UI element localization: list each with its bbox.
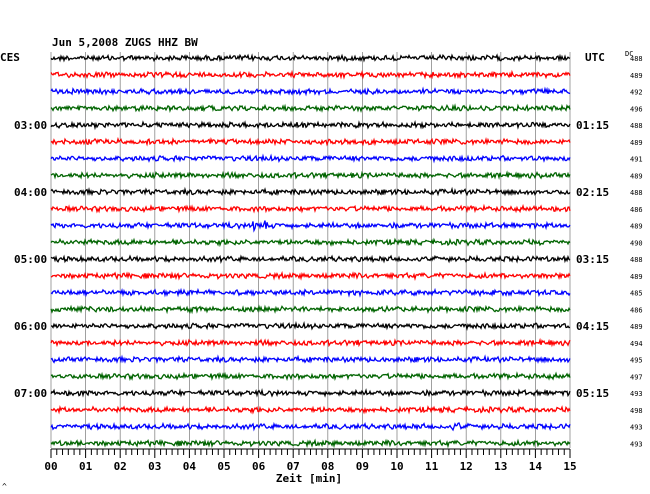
seismic-trace	[50, 136, 571, 147]
dc-value: 488	[630, 122, 643, 130]
seismic-trace	[50, 120, 571, 131]
left-hour-label: 07:00	[14, 387, 47, 400]
seismic-trace	[50, 53, 571, 63]
trace-group	[50, 53, 571, 449]
seismic-trace	[50, 237, 571, 248]
seismic-trace	[50, 203, 571, 214]
dc-value: 491	[630, 156, 643, 164]
x-tick-label: 07	[287, 460, 300, 473]
x-axis-label: Zeit [min]	[276, 472, 342, 485]
seismic-trace	[50, 103, 571, 114]
dc-value: 493	[630, 424, 643, 432]
right-hour-label: 05:15	[576, 387, 609, 400]
seismic-trace	[50, 388, 571, 398]
seismic-trace	[50, 421, 571, 432]
x-tick-label: 08	[321, 460, 334, 473]
dc-value: 488	[630, 55, 643, 63]
seismic-trace	[50, 304, 571, 315]
dc-value: 488	[630, 256, 643, 264]
x-tick-label: 00	[44, 460, 57, 473]
dc-value: 485	[630, 290, 643, 298]
seismic-trace	[50, 69, 571, 80]
left-hour-label: 04:00	[14, 186, 47, 199]
seismic-trace	[50, 153, 571, 164]
chart-title: Jun 5,2008 ZUGS HHZ BW	[52, 36, 198, 49]
footer-mark: ^	[2, 482, 7, 491]
left-hour-label: 05:00	[14, 253, 47, 266]
x-tick-label: 10	[390, 460, 403, 473]
dc-value: 498	[630, 407, 643, 415]
left-hour-label: 03:00	[14, 119, 47, 132]
seismic-trace	[50, 371, 571, 382]
left-hour-label: 06:00	[14, 320, 47, 333]
x-tick-label: 14	[529, 460, 543, 473]
x-tick-label: 03	[148, 460, 161, 473]
x-tick-label: 04	[183, 460, 197, 473]
dc-value: 490	[630, 239, 643, 247]
dc-value: 496	[630, 105, 643, 113]
seismic-trace	[50, 354, 571, 364]
seismic-trace	[50, 86, 571, 97]
grid-lines	[50, 52, 571, 448]
dc-value: 489	[630, 139, 643, 147]
x-tick-label: 01	[79, 460, 93, 473]
dc-header-label: DC	[625, 50, 633, 58]
dc-value-labels: 488 489 492 496 488 489 491 489 488 486 489 490 488 4…	[630, 55, 643, 448]
right-hour-label: 02:15	[576, 186, 609, 199]
seismic-trace	[50, 220, 571, 233]
dc-value: 489	[630, 72, 643, 80]
x-tick-label: 06	[252, 460, 266, 473]
x-tick-label: 09	[356, 460, 369, 473]
dc-value: 493	[630, 440, 643, 448]
seismic-trace	[50, 270, 571, 282]
x-tick-label: 15	[563, 460, 576, 473]
right-hour-labels: 01:15 02:15 03:15 04:15 05:15	[576, 119, 609, 400]
left-timezone-label: CES	[0, 51, 20, 64]
x-tick-label: 12	[460, 460, 473, 473]
seismic-trace	[50, 337, 571, 348]
right-hour-label: 01:15	[576, 119, 609, 132]
x-tick-label: 13	[494, 460, 507, 473]
seismic-trace	[50, 170, 571, 181]
dc-value: 492	[630, 89, 643, 97]
x-axis: 00 01 02 03 04 05 06 07 08 09 10 11 12 13 14 15	[44, 448, 577, 473]
x-tick-label: 11	[425, 460, 439, 473]
left-hour-labels: 03:00 04:00 05:00 06:00 07:00	[14, 119, 47, 400]
dc-value: 493	[630, 390, 643, 398]
right-hour-label: 03:15	[576, 253, 609, 266]
seismic-trace	[50, 405, 571, 415]
dc-value: 495	[630, 357, 643, 365]
dc-value: 497	[630, 373, 643, 381]
right-hour-label: 04:15	[576, 320, 609, 333]
dc-value: 489	[630, 172, 643, 180]
x-tick-label: 05	[217, 460, 230, 473]
x-tick-label: 02	[114, 460, 127, 473]
seismic-trace	[50, 186, 571, 197]
seismic-trace	[50, 287, 571, 298]
seismic-trace	[50, 320, 571, 331]
dc-value: 486	[630, 306, 643, 314]
right-timezone-label: UTC	[585, 51, 605, 64]
dc-value: 488	[630, 189, 643, 197]
seismic-trace	[50, 438, 571, 449]
dc-value: 489	[630, 223, 643, 231]
seismic-trace	[50, 254, 571, 264]
dc-value: 486	[630, 206, 643, 214]
dc-value: 489	[630, 323, 643, 331]
dc-value: 489	[630, 273, 643, 281]
dc-value: 494	[630, 340, 643, 348]
